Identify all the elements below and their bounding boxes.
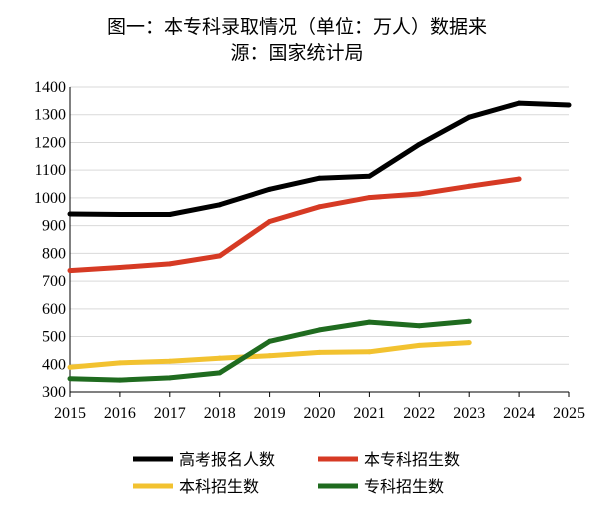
- data-point-专科招生数-2023: [466, 318, 472, 324]
- chart-title-line-1: 图一：本专科录取情况（单位：万人）数据来: [106, 16, 487, 38]
- data-point-高考报名人数-2025: [566, 102, 572, 108]
- data-point-专科招生数-2020: [317, 327, 322, 333]
- x-tick-label: 2024: [503, 405, 535, 422]
- data-point-本科招生数-2019: [267, 353, 273, 359]
- data-point-本专科招生数-2016: [117, 265, 123, 271]
- series-lines: [67, 100, 572, 383]
- data-point-高考报名人数-2022: [416, 141, 422, 147]
- y-tick-label: 500: [42, 329, 66, 346]
- series-line-专科招生数: [69, 318, 470, 383]
- y-tick-label: 1300: [34, 107, 66, 124]
- data-point-专科招生数-2016: [117, 377, 123, 383]
- x-tick-label: 2018: [204, 405, 236, 422]
- y-axis-tick-labels: 300 400 500 600 700 800 900 1000 1100 1200 1300 140…: [34, 79, 66, 401]
- series-line-本专科招生数: [69, 176, 520, 274]
- data-point-本科招生数-2023: [466, 340, 472, 346]
- data-point-专科招生数-2018: [217, 370, 223, 376]
- data-point-本专科招生数-2024: [516, 176, 522, 182]
- x-tick-label: 2021: [353, 405, 385, 422]
- data-point-高考报名人数-2015: [67, 211, 73, 217]
- data-point-高考报名人数-2023: [466, 114, 472, 120]
- y-tick-label: 600: [42, 301, 66, 318]
- data-point-本专科招生数-2019: [267, 218, 273, 224]
- x-tick-label: 2025: [553, 405, 585, 422]
- data-point-本科招生数-2015: [67, 364, 73, 370]
- x-tick-label: 2017: [154, 405, 186, 422]
- data-point-本科招生数-2020: [317, 349, 322, 355]
- legend-label: 本科招生数: [179, 477, 259, 496]
- data-point-专科招生数-2019: [267, 338, 273, 344]
- data-point-专科招生数-2021: [366, 319, 372, 325]
- x-tick-label: 2020: [304, 405, 336, 422]
- data-point-高考报名人数-2021: [366, 173, 372, 179]
- data-point-高考报名人数-2016: [117, 212, 123, 218]
- chart-title-line-2: 源：国家统计局: [230, 42, 364, 64]
- y-tick-label: 400: [42, 356, 66, 373]
- data-point-本科招生数-2022: [416, 342, 422, 348]
- data-point-专科招生数-2022: [416, 323, 422, 329]
- data-point-本专科招生数-2021: [366, 195, 372, 201]
- data-point-本科招生数-2016: [117, 360, 123, 366]
- data-point-专科招生数-2015: [67, 376, 73, 382]
- axes: [69, 87, 570, 397]
- data-point-高考报名人数-2017: [167, 212, 173, 218]
- x-tick-label: 2015: [54, 405, 86, 422]
- y-tick-label: 1100: [35, 162, 66, 179]
- y-tick-label: 900: [42, 218, 66, 235]
- gridlines: [70, 86, 569, 393]
- y-tick-label: 800: [42, 245, 66, 262]
- data-point-本专科招生数-2015: [67, 268, 73, 274]
- data-point-专科招生数-2017: [167, 375, 173, 381]
- y-tick-label: 1200: [34, 134, 66, 151]
- data-point-本科招生数-2018: [217, 355, 223, 361]
- data-point-高考报名人数-2020: [317, 175, 322, 181]
- y-tick-label: 1000: [34, 190, 66, 207]
- x-tick-label: 2016: [104, 405, 136, 422]
- y-tick-label: 1400: [34, 79, 66, 96]
- x-tick-label: 2019: [254, 405, 286, 422]
- data-point-本专科招生数-2023: [466, 183, 472, 189]
- legend-label: 专科招生数: [364, 477, 444, 496]
- data-point-本科招生数-2021: [366, 349, 372, 355]
- data-point-高考报名人数-2024: [516, 100, 522, 106]
- legend-label: 高考报名人数: [179, 450, 275, 469]
- legend-label: 本专科招生数: [364, 450, 460, 469]
- x-axis-tick-labels: 2015 2016 2017 2018 2019 2020 2021 2022 2023 2024…: [54, 405, 585, 422]
- y-tick-label: 700: [42, 273, 66, 290]
- y-tick-label: 300: [42, 384, 66, 401]
- data-point-本专科招生数-2017: [167, 261, 173, 267]
- data-point-高考报名人数-2018: [217, 202, 223, 208]
- data-point-本科招生数-2017: [167, 358, 173, 364]
- data-point-本专科招生数-2022: [416, 191, 422, 197]
- data-point-本专科招生数-2020: [317, 204, 322, 210]
- x-tick-label: 2023: [453, 405, 485, 422]
- x-tick-label: 2022: [403, 405, 435, 422]
- data-point-本专科招生数-2018: [217, 253, 223, 259]
- data-point-高考报名人数-2019: [267, 186, 273, 192]
